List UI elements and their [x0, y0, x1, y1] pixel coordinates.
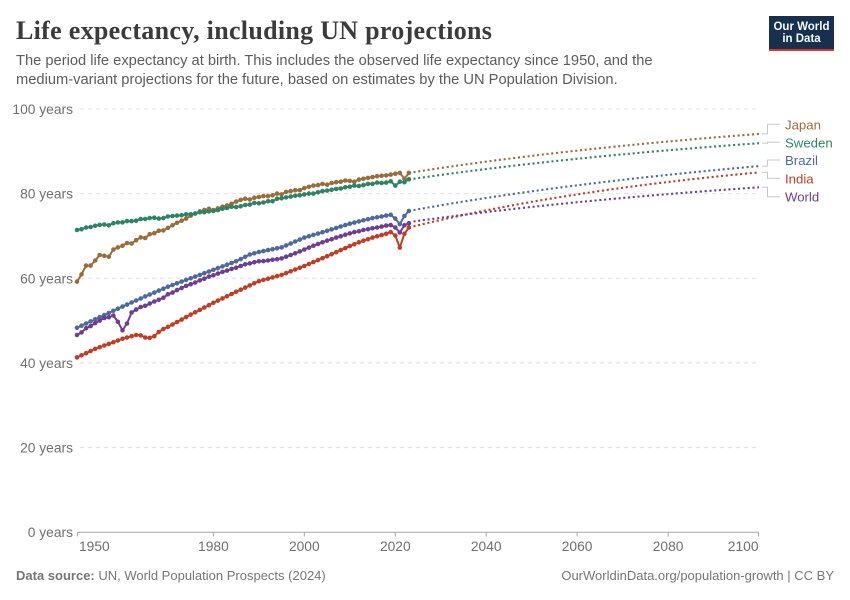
svg-text:India: India — [785, 171, 814, 186]
svg-text:2040: 2040 — [471, 539, 502, 554]
svg-text:2020: 2020 — [380, 539, 411, 554]
svg-text:Brazil: Brazil — [785, 153, 818, 168]
svg-text:World: World — [785, 190, 819, 205]
svg-text:2000: 2000 — [289, 539, 320, 554]
svg-text:1950: 1950 — [79, 539, 110, 554]
svg-text:60 years: 60 years — [20, 271, 73, 286]
svg-text:0 years: 0 years — [28, 525, 73, 540]
svg-text:80 years: 80 years — [20, 187, 73, 202]
svg-text:40 years: 40 years — [20, 356, 73, 371]
svg-text:2100: 2100 — [728, 539, 759, 554]
svg-text:20 years: 20 years — [20, 441, 73, 456]
svg-text:Sweden: Sweden — [785, 135, 833, 150]
svg-text:2080: 2080 — [653, 539, 684, 554]
svg-text:100 years: 100 years — [12, 102, 73, 117]
svg-text:Japan: Japan — [785, 117, 821, 132]
svg-text:2060: 2060 — [562, 539, 593, 554]
svg-text:1980: 1980 — [198, 539, 229, 554]
